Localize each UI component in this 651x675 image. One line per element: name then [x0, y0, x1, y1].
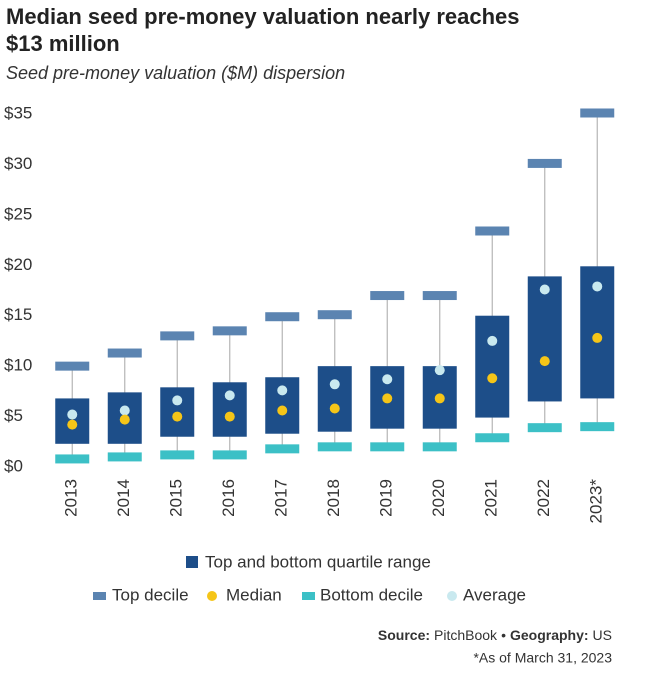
x-tick-label: 2017 [272, 479, 291, 517]
footnote: *As of March 31, 2023 [473, 650, 612, 666]
top-decile [55, 361, 90, 371]
bottom-decile [55, 454, 90, 464]
source-label: Source: [378, 627, 430, 643]
average-dot [539, 284, 550, 295]
median-dot [172, 411, 183, 422]
bottom-decile [317, 442, 352, 452]
median-dot [329, 403, 340, 414]
chart-subtitle: Seed pre-money valuation ($M) dispersion [6, 63, 345, 83]
median-dot [382, 393, 393, 404]
y-tick-label: $20 [4, 255, 32, 274]
bottom-decile [422, 442, 457, 452]
separator: • [501, 627, 506, 643]
source-line: Source: PitchBook • Geography: US [378, 627, 612, 643]
top-decile [527, 158, 562, 168]
x-tick-label: 2020 [429, 479, 448, 517]
median-dot [434, 393, 445, 404]
y-tick-label: $30 [4, 154, 32, 173]
legend-label: Top and bottom quartile range [205, 552, 431, 571]
top-decile [160, 331, 195, 341]
y-tick-label: $15 [4, 305, 32, 324]
x-tick-label: 2018 [324, 479, 343, 517]
average-dot [224, 390, 235, 401]
top-decile [475, 226, 510, 236]
quartile-box [527, 276, 562, 402]
median-dot [539, 356, 550, 367]
legend-label: Median [226, 585, 282, 604]
average-dot [172, 395, 183, 406]
x-tick-label: 2023* [587, 479, 606, 524]
bottom-decile [212, 450, 247, 460]
average-dot [434, 365, 445, 376]
bottom-decile [265, 444, 300, 454]
bottom-decile [580, 422, 615, 432]
bottom-decile [160, 450, 195, 460]
top-decile [107, 348, 142, 358]
y-tick-label: $25 [4, 204, 32, 223]
x-tick-label: 2021 [482, 479, 501, 517]
chart-title: Median seed pre-money valuation nearly r… [6, 4, 520, 29]
median-dot [67, 419, 78, 430]
legend-swatch [93, 592, 106, 600]
average-dot [329, 379, 340, 390]
y-tick-label: $10 [4, 356, 32, 375]
x-tick-label: 2015 [167, 479, 186, 517]
average-dot [67, 409, 78, 420]
legend-swatch [302, 592, 315, 600]
legend-swatch [447, 591, 457, 601]
y-tick-label: $5 [4, 406, 23, 425]
source-value: PitchBook [434, 627, 498, 643]
top-decile [317, 310, 352, 320]
average-dot [382, 374, 393, 385]
median-dot [277, 405, 288, 416]
chart-title: $13 million [6, 31, 120, 56]
top-decile [265, 312, 300, 322]
average-dot [119, 405, 130, 416]
geography-label: Geography: [510, 627, 589, 643]
legend-label: Bottom decile [320, 585, 423, 604]
top-decile [422, 291, 457, 301]
top-decile [370, 291, 405, 301]
legend-swatch [207, 591, 217, 601]
average-dot [277, 385, 288, 396]
average-dot [592, 281, 603, 292]
median-dot [487, 373, 498, 384]
top-decile [212, 326, 247, 336]
legend-label: Average [463, 585, 526, 604]
x-tick-label: 2013 [62, 479, 81, 517]
geography-value: US [593, 627, 612, 643]
legend-swatch [186, 556, 198, 568]
y-tick-label: $0 [4, 456, 23, 475]
y-tick-label: $35 [4, 103, 32, 122]
quartile-box [317, 366, 352, 432]
bottom-decile [370, 442, 405, 452]
x-tick-label: 2022 [534, 479, 553, 517]
bottom-decile [527, 423, 562, 433]
average-dot [487, 335, 498, 346]
top-decile [580, 108, 615, 118]
bottom-decile [475, 433, 510, 443]
quartile-box [475, 315, 510, 418]
legend-label: Top decile [112, 585, 189, 604]
bottom-decile [107, 452, 142, 462]
x-tick-label: 2014 [114, 479, 133, 517]
median-dot [119, 414, 130, 425]
median-dot [592, 332, 603, 343]
x-tick-label: 2019 [377, 479, 396, 517]
median-dot [224, 411, 235, 422]
x-tick-label: 2016 [219, 479, 238, 517]
